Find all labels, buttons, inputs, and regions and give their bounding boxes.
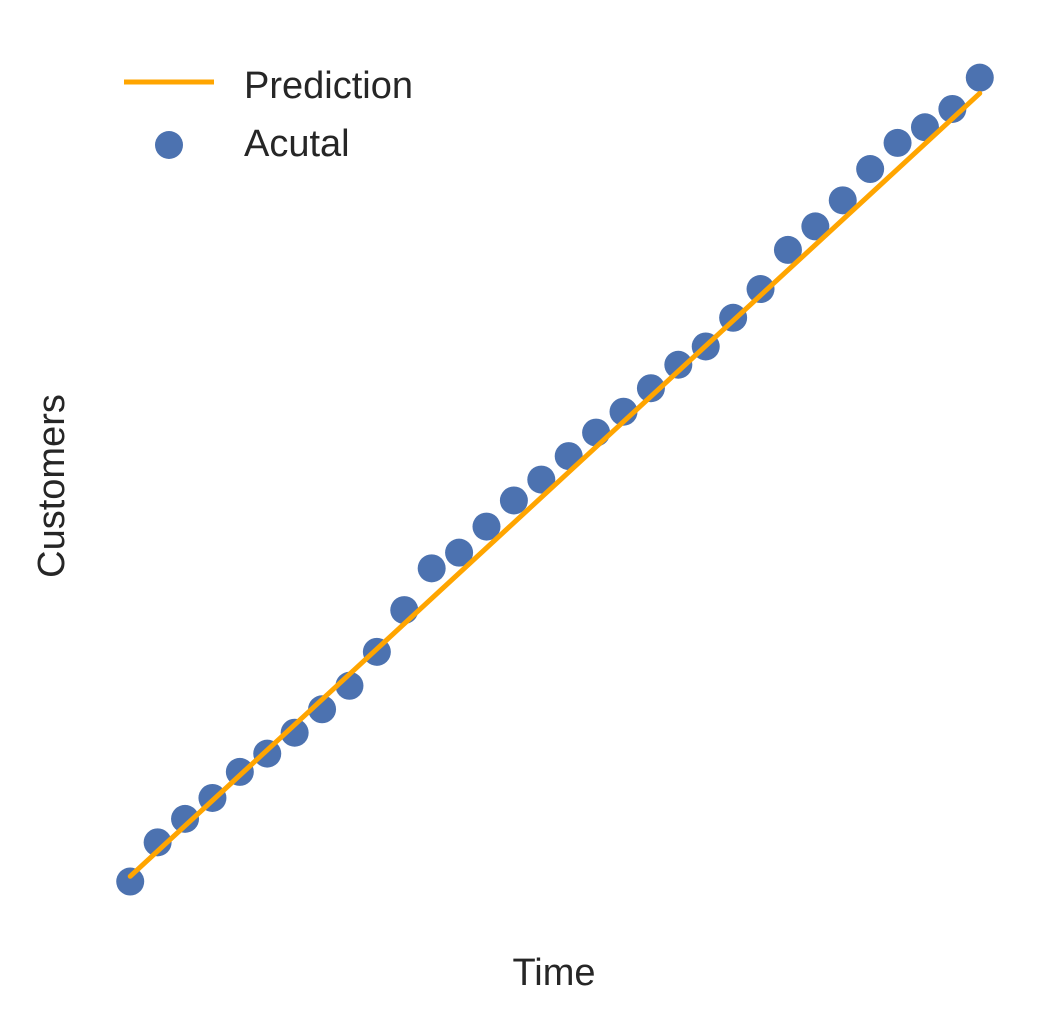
actual-point-18 bbox=[609, 397, 638, 426]
x-axis-label: Time bbox=[512, 952, 595, 994]
actual-point-28 bbox=[883, 128, 912, 157]
actual-point-27 bbox=[856, 155, 885, 184]
actual-point-23 bbox=[746, 275, 775, 304]
legend-actual-label: Acutal bbox=[244, 123, 350, 165]
actual-point-13 bbox=[472, 512, 501, 541]
actual-point-7 bbox=[308, 695, 337, 724]
legend: Prediction Acutal bbox=[124, 65, 413, 165]
prediction-line bbox=[127, 90, 983, 879]
actual-point-24 bbox=[773, 235, 802, 264]
actual-point-26 bbox=[828, 186, 857, 215]
actual-point-11 bbox=[417, 554, 446, 583]
actual-point-20 bbox=[664, 350, 693, 379]
actual-point-12 bbox=[445, 538, 474, 567]
plot-area bbox=[116, 63, 994, 896]
actual-point-1 bbox=[143, 828, 172, 857]
legend-actual-swatch bbox=[155, 131, 183, 159]
y-axis-label: Customers bbox=[31, 394, 73, 578]
actual-point-30 bbox=[938, 94, 967, 123]
actual-point-19 bbox=[636, 374, 665, 403]
actual-point-0 bbox=[116, 867, 145, 896]
actual-point-10 bbox=[390, 596, 419, 625]
actual-point-17 bbox=[582, 418, 611, 447]
actual-point-2 bbox=[171, 804, 200, 833]
actual-point-15 bbox=[527, 465, 556, 494]
actual-point-6 bbox=[280, 718, 309, 747]
actual-point-25 bbox=[801, 212, 830, 241]
actual-point-14 bbox=[499, 486, 528, 515]
actual-point-31 bbox=[965, 63, 994, 92]
legend-prediction-label: Prediction bbox=[244, 65, 413, 107]
